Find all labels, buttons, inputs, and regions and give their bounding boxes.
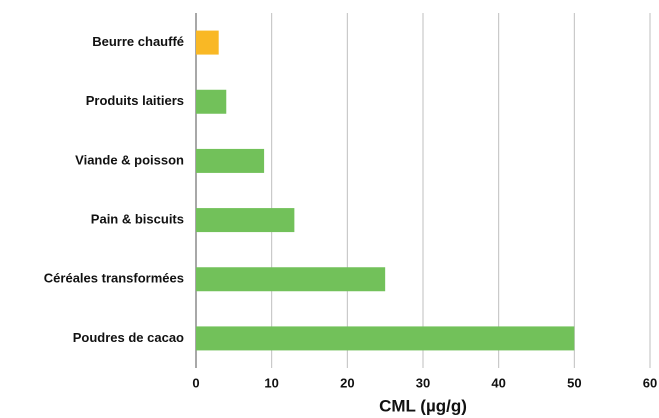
y-tick-label: Pain & biscuits bbox=[91, 212, 184, 227]
y-tick-label: Beurre chauffé bbox=[92, 34, 184, 49]
bar bbox=[196, 267, 386, 292]
bar bbox=[196, 326, 575, 351]
x-tick-label: 0 bbox=[192, 375, 199, 390]
bar bbox=[196, 89, 227, 114]
bar bbox=[196, 208, 295, 233]
x-tick-label: 10 bbox=[264, 375, 278, 390]
x-tick-label: 40 bbox=[491, 375, 505, 390]
y-tick-label: Produits laitiers bbox=[86, 93, 184, 108]
x-tick-label: 30 bbox=[416, 375, 430, 390]
x-axis-label: CML (µg/g) bbox=[379, 396, 467, 415]
y-tick-label: Poudres de cacao bbox=[73, 330, 184, 345]
x-tick-label: 20 bbox=[340, 375, 354, 390]
x-tick-label: 50 bbox=[567, 375, 581, 390]
y-tick-label: Céréales transformées bbox=[44, 271, 184, 286]
bar bbox=[196, 30, 219, 55]
x-tick-label: 60 bbox=[643, 375, 657, 390]
bar bbox=[196, 148, 265, 173]
y-tick-label: Viande & poisson bbox=[75, 152, 184, 167]
